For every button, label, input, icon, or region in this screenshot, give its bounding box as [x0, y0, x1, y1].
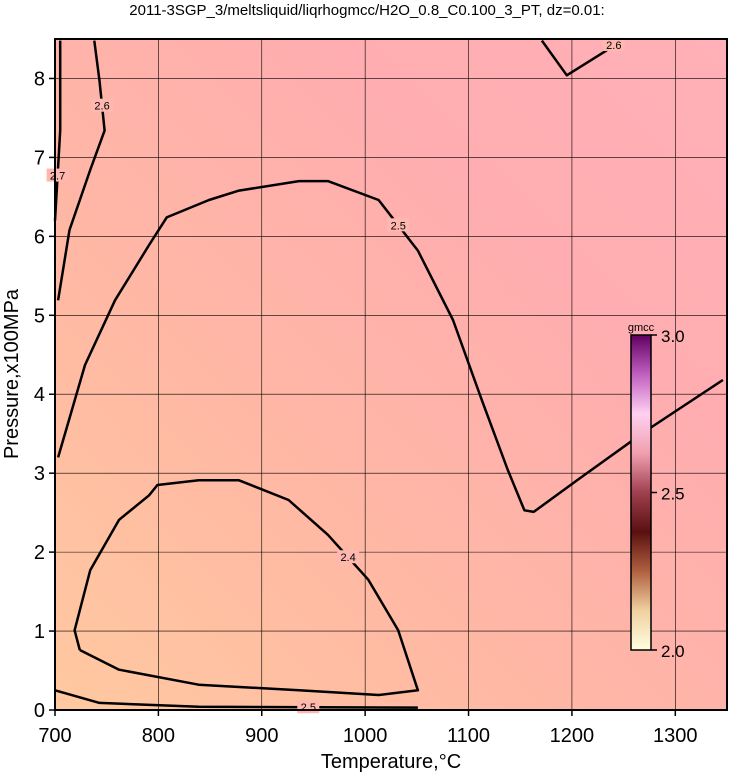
colorbar: gmcc 2.0 2.5 3.0: [628, 322, 685, 661]
x-tick-label: 1200: [550, 725, 595, 747]
colorbar-tick-label: 2.0: [661, 642, 685, 661]
contour-label-bg: [387, 218, 410, 232]
x-tick-label: 800: [142, 725, 175, 747]
x-tick-label: 900: [245, 725, 278, 747]
y-tick-label: 4: [34, 384, 45, 406]
contour-label: 2.6: [606, 40, 621, 52]
plot-frame: [54, 38, 728, 711]
y-tick-label: 5: [34, 305, 45, 327]
contours: 2.5 2.4 2.6 2.6 2.7 2.5: [46, 37, 724, 714]
x-tick-label: 1000: [343, 725, 388, 747]
grid: [54, 39, 727, 711]
y-tick-label: 6: [34, 226, 45, 248]
y-tick-label: 3: [34, 463, 45, 485]
y-tick-label: 8: [34, 68, 45, 90]
colorbar-scale: [630, 334, 652, 651]
colorbar-label: gmcc: [628, 322, 655, 334]
chart-title: 2011-3SGP_3/meltsliquid/liqrhogmcc/H2O_0…: [129, 2, 604, 19]
y-axis-label: Pressure,x100MPa: [1, 288, 23, 459]
contour-label: 2.5: [391, 220, 406, 232]
y-tick-label: 7: [34, 147, 45, 169]
contour-label: 2.5: [301, 702, 316, 714]
colorbar-tick-label: 2.5: [661, 485, 685, 504]
y-tick-label: 1: [34, 621, 45, 643]
contour-label-bg: [46, 168, 69, 182]
plot-background: [55, 39, 727, 710]
x-tick-label: 1100: [447, 725, 490, 747]
contour-label-bg: [91, 98, 114, 112]
contour-label: 2.7: [50, 171, 65, 183]
contour-label: 2.4: [340, 552, 355, 564]
ticks: 700 800 900 1000 1100 1200 1300 0 1 2 3 4 5 6 7 8: [34, 68, 698, 747]
contour-line: [73, 479, 420, 697]
x-tick-label: 1300: [653, 725, 698, 747]
contour-line: [56, 40, 106, 301]
contour-label: 2.6: [94, 101, 109, 113]
contour-line: [56, 179, 724, 514]
y-tick-label: 2: [34, 542, 45, 564]
y-tick-label: 0: [34, 700, 45, 722]
contour-label-bg: [337, 550, 360, 564]
x-tick-label: 700: [38, 725, 71, 747]
colorbar-tick-label: 3.0: [661, 327, 685, 346]
contour-label-bg: [602, 37, 625, 51]
contour-line: [53, 40, 62, 221]
x-axis-label: Temperature,°C: [321, 751, 461, 773]
